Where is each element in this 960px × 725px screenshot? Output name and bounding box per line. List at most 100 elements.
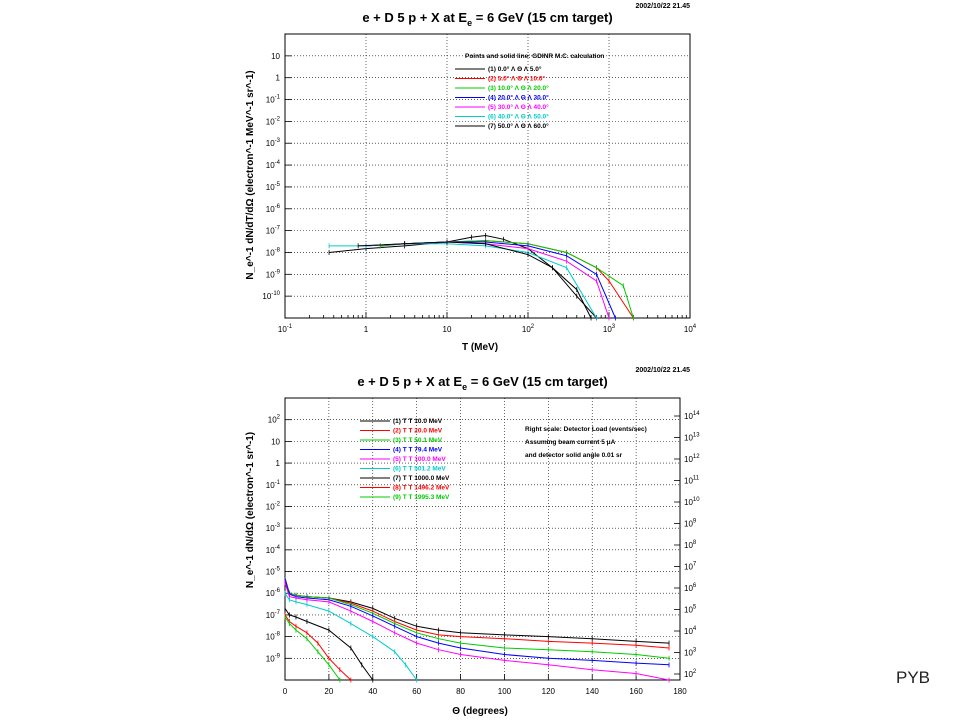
- y-axis-label: N_e^-1 dN/dT/dΩ (electron^-1 MeV^-1 sr^-…: [245, 70, 256, 279]
- x-tick-label: 104: [684, 324, 697, 334]
- y-tick-label: 10-7: [266, 226, 281, 236]
- series-line-1: [284, 577, 670, 644]
- series-line-3: [380, 240, 634, 319]
- x-tick-label: 60: [412, 687, 421, 696]
- legend-label: (8) T Τ 1496.2 MeV: [393, 485, 450, 492]
- series-line-9: [284, 616, 341, 681]
- y-tick-label: 10-9: [266, 269, 281, 279]
- legend-label: (1) T Τ 10.0 MeV: [393, 418, 443, 425]
- series-line-4: [365, 241, 616, 319]
- series-line-3: [284, 580, 670, 659]
- legend-label: (6) 40.0° Λ Θ Λ 50.0°: [488, 113, 549, 121]
- chart-1: e + D 5 p + X at Ee = 6 GeV (15 cm targe…: [245, 3, 697, 353]
- y-tick-label: 10-2: [266, 116, 281, 126]
- legend-label: (4) 20.0° Λ Θ Λ 30.0°: [488, 94, 549, 102]
- right-tick-label: 105: [684, 605, 697, 615]
- series-line-8: [284, 614, 352, 681]
- x-tick-label: 140: [586, 687, 600, 696]
- right-tick-label: 1012: [684, 454, 700, 464]
- right-tick-label: 1013: [684, 433, 700, 443]
- y-tick-label: 10-6: [266, 588, 281, 598]
- y-tick-label: 10-4: [266, 545, 281, 555]
- legend-label: (5) T Τ 100.0 MeV: [393, 456, 446, 463]
- legend-label: (3) 10.0° Λ Θ Λ 20.0°: [488, 84, 549, 92]
- note-2: Assuming beam current 5 μA: [525, 439, 616, 446]
- chart-2: e + D 5 p + X at Ee = 6 GeV (15 cm targe…: [245, 367, 700, 717]
- right-tick-label: 1010: [684, 497, 700, 507]
- y-axis-label: N_e^-1 dN/dΩ (electron^-1 sr^-1): [245, 432, 256, 588]
- footer-tag: PYB: [896, 668, 931, 687]
- y-tick-label: 1: [276, 74, 281, 83]
- x-tick-label: 10: [443, 325, 452, 334]
- series-line-1: [329, 234, 597, 319]
- x-tick-label: 120: [542, 687, 556, 696]
- y-tick-label: 1: [276, 459, 281, 468]
- legend-label: (1) 0.0° Λ Θ Λ 5.0°: [488, 65, 542, 73]
- timestamp: 2002/10/22 21.45: [636, 3, 691, 10]
- timestamp: 2002/10/22 21.45: [636, 367, 691, 374]
- x-tick-label: 80: [456, 687, 465, 696]
- legend-label: (3) T Τ 50.1 MeV: [393, 437, 443, 444]
- x-tick-label: 20: [324, 687, 333, 696]
- x-tick-label: 160: [629, 687, 643, 696]
- series-line-6: [329, 243, 597, 319]
- y-tick-label: 10-3: [266, 138, 281, 148]
- series-line-5: [284, 582, 670, 681]
- legend-label: (4) T Τ 79.4 MeV: [393, 447, 443, 454]
- legend-label: (6) T Τ 501.2 MeV: [393, 466, 446, 473]
- y-tick-label: 102: [268, 415, 281, 425]
- x-tick-label: 100: [498, 687, 512, 696]
- right-tick-label: 104: [684, 626, 697, 636]
- series-line-7: [358, 241, 592, 319]
- chart-title: e + D 5 p + X at Ee = 6 GeV (15 cm targe…: [362, 10, 612, 28]
- y-tick-label: 10: [271, 52, 280, 61]
- right-tick-label: 109: [684, 519, 697, 529]
- right-tick-label: 1014: [684, 411, 700, 421]
- y-tick-label: 10-2: [266, 501, 281, 511]
- y-tick-label: 10-8: [266, 632, 281, 642]
- series-line-2: [284, 580, 670, 649]
- legend-label: (2) T Τ 20.0 MeV: [393, 428, 443, 435]
- series-line-7: [284, 608, 374, 681]
- chart-title: e + D 5 p + X at Ee = 6 GeV (15 cm targe…: [357, 374, 607, 392]
- y-tick-label: 10-7: [266, 610, 281, 620]
- x-tick-label: 10-1: [278, 324, 293, 334]
- right-tick-label: 108: [684, 540, 697, 550]
- y-tick-label: 10: [271, 437, 280, 446]
- x-tick-label: 180: [673, 687, 687, 696]
- y-tick-label: 10-1: [266, 95, 281, 105]
- right-tick-label: 102: [684, 669, 697, 679]
- x-tick-label: 0: [283, 687, 288, 696]
- series-line-6: [284, 592, 418, 681]
- y-tick-label: 10-10: [262, 291, 280, 301]
- x-tick-label: 102: [522, 324, 535, 334]
- plot-frame: [284, 397, 681, 681]
- right-tick-label: 107: [684, 562, 697, 572]
- y-tick-label: 10-1: [266, 480, 281, 490]
- plot-frame: [284, 33, 691, 319]
- y-tick-label: 10-5: [266, 182, 281, 192]
- legend-label: (9) T Τ 1995.3 MeV: [393, 494, 450, 501]
- x-tick-label: 40: [368, 687, 377, 696]
- legend-label: (2) 5.0° Λ Θ Λ 10.0°: [488, 75, 546, 83]
- legend-label: (7) T Τ 1000.0 MeV: [393, 475, 450, 482]
- right-tick-label: 103: [684, 648, 697, 658]
- y-tick-label: 10-8: [266, 247, 281, 257]
- x-tick-label: 1: [364, 325, 369, 334]
- legend-label: (7) 50.0° Λ Θ Λ 60.0°: [488, 122, 549, 130]
- y-tick-label: 10-6: [266, 204, 281, 214]
- y-tick-label: 10-3: [266, 523, 281, 533]
- note-3: and detector solid angle 0.01 sr: [525, 452, 623, 459]
- note-1: Right scale: Detector Load (events/sec): [525, 426, 647, 433]
- x-axis-label: T (MeV): [462, 342, 498, 353]
- y-tick-label: 10-4: [266, 160, 281, 170]
- x-tick-label: 103: [603, 324, 616, 334]
- right-tick-label: 1011: [684, 476, 700, 486]
- x-axis-label: Θ (degrees): [452, 706, 508, 717]
- y-tick-label: 10-5: [266, 567, 281, 577]
- right-tick-label: 106: [684, 583, 697, 593]
- series-line-2: [380, 240, 634, 319]
- legend-title: Points and solid line: GDINR M.C. calcul…: [465, 53, 604, 60]
